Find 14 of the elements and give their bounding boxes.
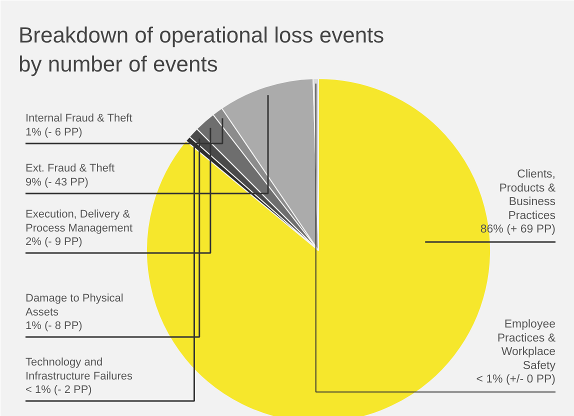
slice-label: Execution, Delivery & Process Management (26, 208, 132, 234)
data-label: < 1% (+/- 0 PP) (476, 374, 556, 386)
chart-title: Breakdown of operational loss events by number of events (18, 22, 384, 76)
slice-label: Clients, Products & Business Practices (499, 168, 556, 222)
slice-label: Internal Fraud & Theft (26, 112, 132, 124)
data-label: 1% (- 6 PP) (26, 126, 82, 138)
slice-label: Employee Practices & Workplace Safety (497, 318, 556, 372)
data-label: 9% (- 43 PP) (26, 176, 88, 188)
slice-label: Ext. Fraud & Theft (26, 162, 115, 174)
slice-label: Technology and Infrastructure Failures (26, 356, 133, 382)
data-label: 2% (- 9 PP) (26, 236, 82, 248)
data-label: 1% (- 8 PP) (26, 320, 82, 332)
data-label: < 1% (- 2 PP) (26, 384, 92, 396)
slice-label: Damage to Physical Assets (26, 292, 124, 318)
